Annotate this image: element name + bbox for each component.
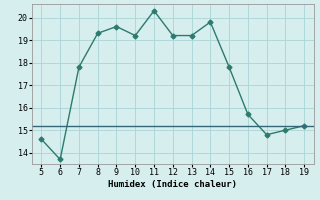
- X-axis label: Humidex (Indice chaleur): Humidex (Indice chaleur): [108, 180, 237, 189]
